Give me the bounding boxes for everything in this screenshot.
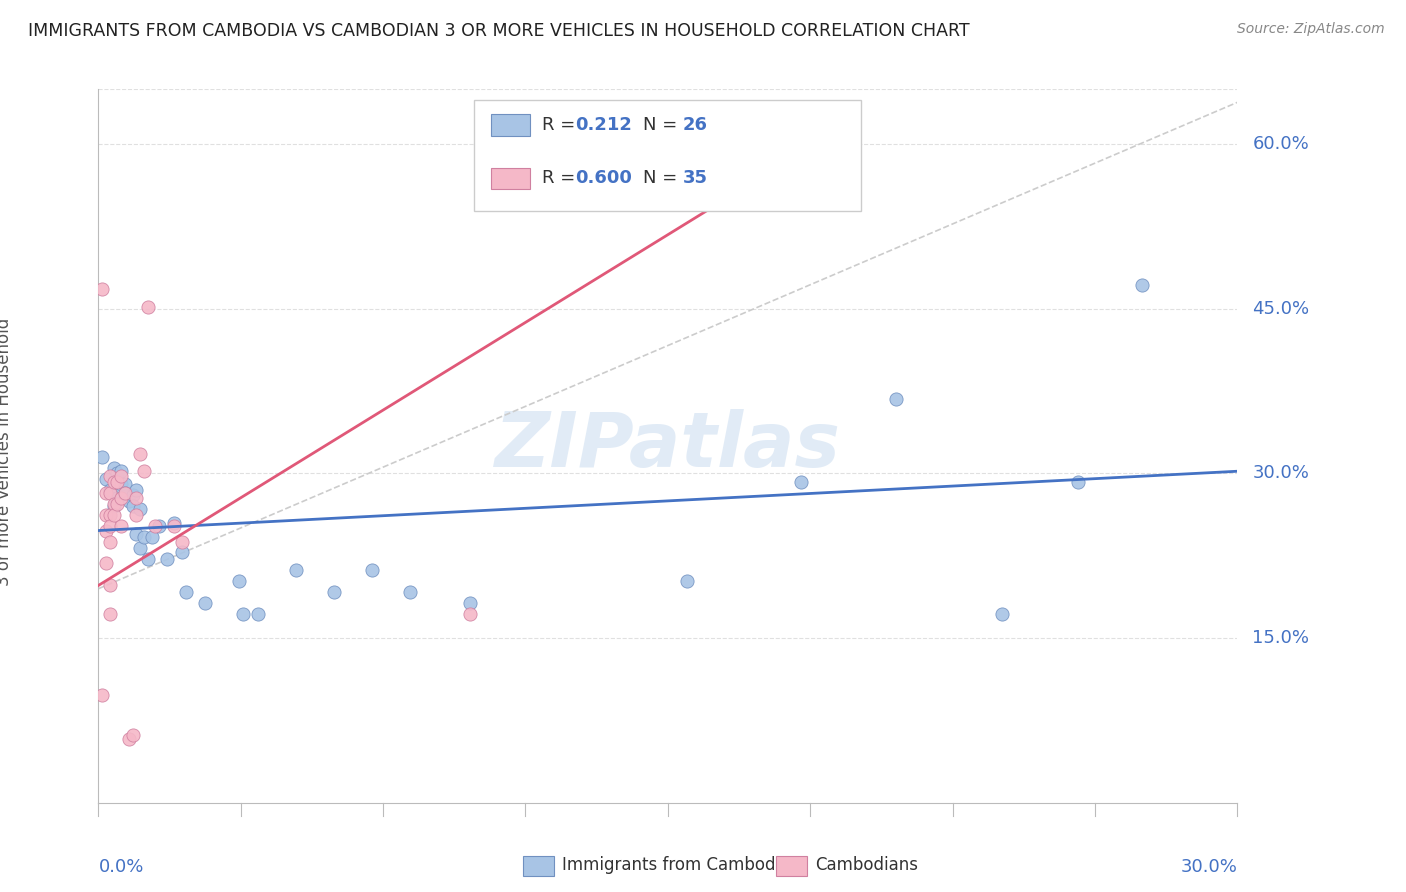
Text: Cambodians: Cambodians (815, 856, 918, 874)
Point (107, 497, 129, 511)
Point (91, 450, 114, 464)
Point (103, 475, 125, 490)
Point (114, 486, 136, 500)
Text: 60.0%: 60.0% (1253, 135, 1309, 153)
Point (94, 557, 117, 571)
Point (91, 688, 114, 702)
Point (194, 596, 217, 610)
Text: R =: R = (541, 116, 581, 134)
Point (114, 486, 136, 500)
Text: 0.600: 0.600 (575, 169, 633, 187)
Point (110, 519, 132, 533)
Point (136, 552, 159, 566)
Point (125, 526, 148, 541)
Text: N =: N = (643, 116, 683, 134)
Point (125, 508, 148, 523)
Point (98, 486, 121, 500)
Point (110, 477, 132, 491)
Point (246, 607, 269, 621)
Text: 3 or more Vehicles in Household: 3 or more Vehicles in Household (0, 318, 13, 586)
Point (1067, 475, 1090, 490)
Point (94, 472, 117, 486)
Point (110, 464, 132, 478)
Point (676, 574, 699, 588)
Text: IMMIGRANTS FROM CAMBODIA VS CAMBODIAN 3 OR MORE VEHICLES IN HOUSEHOLD CORRELATIO: IMMIGRANTS FROM CAMBODIA VS CAMBODIAN 3 … (28, 22, 970, 40)
Point (148, 519, 170, 533)
Point (107, 467, 129, 481)
Point (460, 596, 482, 610)
Point (460, 607, 482, 621)
Point (163, 519, 186, 533)
Point (110, 468, 132, 483)
Point (132, 530, 155, 544)
Text: ZIPatlas: ZIPatlas (495, 409, 841, 483)
Point (107, 475, 129, 490)
Point (156, 552, 179, 566)
Point (98, 508, 121, 523)
Point (884, 392, 907, 406)
Point (121, 728, 143, 742)
Point (98, 519, 121, 533)
Point (114, 477, 136, 491)
Point (110, 491, 132, 505)
Point (170, 545, 193, 559)
Text: 30.0%: 30.0% (1181, 858, 1237, 876)
Point (129, 501, 152, 516)
Point (141, 530, 163, 544)
Point (284, 563, 307, 577)
Point (98, 607, 121, 621)
Point (103, 500, 125, 514)
Text: 45.0%: 45.0% (1253, 300, 1309, 318)
Point (103, 508, 125, 523)
Point (121, 500, 143, 514)
Point (174, 585, 197, 599)
Point (98, 578, 121, 592)
Text: 30.0%: 30.0% (1253, 465, 1309, 483)
Point (107, 491, 129, 505)
Point (163, 516, 186, 530)
Point (232, 607, 254, 621)
Text: 0.0%: 0.0% (98, 858, 143, 876)
Text: Immigrants from Cambodia: Immigrants from Cambodia (562, 856, 790, 874)
Text: 15.0%: 15.0% (1253, 629, 1309, 647)
Point (94, 486, 117, 500)
Point (170, 534, 193, 549)
Text: 35: 35 (682, 169, 707, 187)
Point (790, 475, 813, 490)
Point (145, 519, 167, 533)
Point (322, 585, 344, 599)
Point (1132, 277, 1154, 292)
Text: 0.212: 0.212 (575, 116, 633, 134)
Point (991, 607, 1014, 621)
Point (94, 524, 117, 538)
Point (129, 541, 152, 555)
Point (103, 461, 125, 475)
Point (360, 563, 382, 577)
Point (398, 585, 420, 599)
Point (630, 145, 652, 160)
Point (129, 447, 152, 461)
Point (91, 282, 114, 296)
Point (103, 497, 125, 511)
Point (118, 494, 141, 508)
Point (121, 488, 143, 502)
Point (98, 534, 121, 549)
Text: R =: R = (541, 169, 581, 187)
Text: Source: ZipAtlas.com: Source: ZipAtlas.com (1237, 22, 1385, 37)
Point (98, 483, 121, 497)
Point (228, 574, 250, 588)
Text: N =: N = (643, 169, 683, 187)
Point (125, 491, 148, 505)
Point (136, 300, 159, 314)
Point (125, 483, 148, 497)
Point (132, 464, 155, 478)
Point (94, 508, 117, 523)
Point (118, 732, 141, 747)
Text: 26: 26 (682, 116, 707, 134)
Point (98, 468, 121, 483)
